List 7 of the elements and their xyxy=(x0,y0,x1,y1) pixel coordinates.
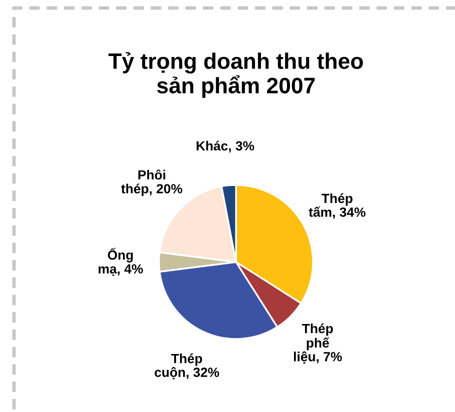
slice-label: Khác, 3% xyxy=(196,140,254,152)
slice-label: Thép cuộn, 32% xyxy=(154,353,220,380)
slice-label: Thép tấm, 34% xyxy=(308,193,366,219)
slice-label: Phôi thép, 20% xyxy=(121,170,182,196)
slice-label: Ống mạ, 4% xyxy=(98,248,143,276)
slice-label: Thép phế liệu, 7% xyxy=(294,323,342,364)
chart-title: Tỷ trọng doanh thu theo sản phẩm 2007 xyxy=(108,52,363,98)
